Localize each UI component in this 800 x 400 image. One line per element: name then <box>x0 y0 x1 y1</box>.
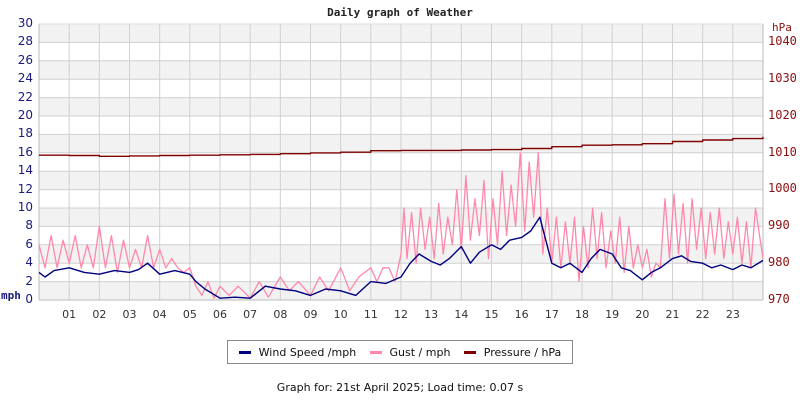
chart-legend: Wind Speed /mph Gust / mph Pressure / hP… <box>227 340 573 364</box>
y-left-tick-label: 10 <box>17 200 33 214</box>
y-left-tick-label: 12 <box>17 181 33 196</box>
x-tick-label: 22 <box>695 308 710 321</box>
data-series <box>38 136 764 299</box>
x-tick-label: 05 <box>182 308 197 321</box>
y-left-tick-label: 18 <box>17 126 33 141</box>
x-tick-label: 09 <box>303 308 318 321</box>
y-left-tick-label: 26 <box>17 52 33 67</box>
x-tick-label: 15 <box>484 308 499 321</box>
x-tick-label: 01 <box>62 308 77 321</box>
x-tick-label: 16 <box>514 308 529 321</box>
y-left-tick-label: 20 <box>17 108 33 122</box>
graph-footer-info: Graph for: 21st April 2025; Load time: 0… <box>276 381 524 394</box>
x-tick-label: 10 <box>333 308 348 321</box>
y-left-tick-label: 30 <box>17 16 33 30</box>
x-tick-label: 23 <box>725 308 740 321</box>
x-tick-label: 12 <box>394 308 408 321</box>
x-tick-label: 19 <box>605 308 620 321</box>
y-axis-right-label: hPa <box>772 21 792 34</box>
wind-speed-swatch-icon <box>238 350 251 354</box>
y-right-tick-label: 1000 <box>768 181 797 196</box>
y-right-tick-label: 990 <box>768 218 790 233</box>
y-left-tick-label: 0 <box>25 292 33 306</box>
x-tick-label: 14 <box>454 308 469 321</box>
y-left-tick-label: 6 <box>25 236 33 251</box>
legend-label: Pressure / hPa <box>483 345 562 359</box>
x-tick-label: 17 <box>544 308 559 321</box>
y-axis-left-label: mph <box>1 289 21 302</box>
x-tick-label: 03 <box>122 308 137 321</box>
x-tick-label: 11 <box>363 308 378 321</box>
y-right-tick-label: 970 <box>768 292 790 306</box>
y-left-tick-label: 16 <box>17 144 33 159</box>
x-tick-label: 04 <box>152 308 167 321</box>
y-left-tick-label: 22 <box>17 89 33 104</box>
pressure-hpa-line <box>39 136 764 158</box>
axis-lines <box>38 23 764 301</box>
y-right-tick-label: 980 <box>768 255 790 270</box>
y-right-tick-label: 1030 <box>768 70 797 85</box>
x-tick-label: 20 <box>635 308 650 321</box>
legend-label: Gust / mph <box>389 345 451 359</box>
x-tick-label: 08 <box>273 308 288 321</box>
chart-title: Daily graph of Weather <box>327 6 473 19</box>
y-right-tick-label: 1040 <box>768 34 797 48</box>
legend-item-wind-speed: Wind Speed /mph <box>238 345 357 359</box>
gust-mph-line <box>38 152 764 299</box>
gust-swatch-icon <box>369 350 382 354</box>
y-left-tick-label: 4 <box>25 255 33 270</box>
pressure-swatch-icon <box>463 350 476 354</box>
y-right-tick-label: 1010 <box>768 144 797 159</box>
legend-label: Wind Speed /mph <box>258 345 357 359</box>
y-left-tick-label: 2 <box>25 273 33 288</box>
y-left-tick-label: 8 <box>25 218 33 233</box>
x-tick-label: 02 <box>92 308 107 321</box>
x-tick-label: 13 <box>424 308 439 321</box>
y-left-tick-label: 28 <box>17 34 33 49</box>
x-tick-label: 21 <box>665 308 680 321</box>
legend-item-gust: Gust / mph <box>369 345 451 359</box>
wind-speed-mph-line <box>38 216 764 299</box>
y-left-tick-label: 14 <box>17 163 33 178</box>
x-tick-label: 18 <box>575 308 589 321</box>
y-right-tick-label: 1020 <box>768 107 797 122</box>
x-tick-label: 07 <box>243 308 258 321</box>
x-tick-label: 06 <box>213 308 227 321</box>
y-left-tick-label: 24 <box>17 71 33 86</box>
legend-item-pressure: Pressure / hPa <box>463 345 562 359</box>
